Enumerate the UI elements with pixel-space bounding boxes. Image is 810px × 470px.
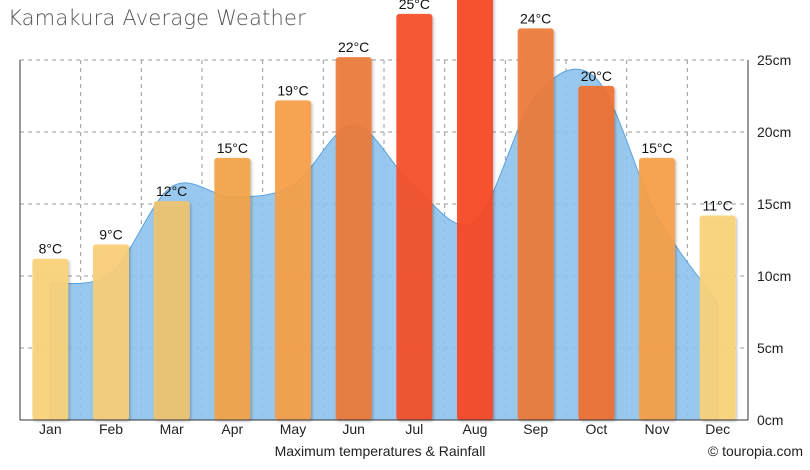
value-label-jun: 22°C [338, 39, 369, 55]
y-tick-label: 20cm [757, 124, 791, 140]
rainfall-area [49, 68, 719, 421]
y-tick-label: 5cm [757, 340, 783, 356]
value-label-jul: 25°C [399, 0, 430, 12]
bar-jan [32, 258, 69, 420]
value-label-mar: 12°C [156, 183, 187, 199]
x-tick-label: Jun [342, 421, 365, 437]
bar-may [275, 100, 311, 420]
x-tick-label: Feb [99, 421, 123, 437]
value-labels: 8°C9°C12°C15°C19°C22°C25°C27°C24°C20°C15… [39, 0, 733, 257]
bar-apr [214, 157, 251, 421]
tick-labels: Jan Feb Mar Apr May Jun Jul Aug Sep Oct Nov Dec 0cm 5… [39, 52, 791, 437]
x-tick-label: Jan [39, 421, 62, 437]
axes [19, 60, 749, 421]
value-label-dec: 11°C [703, 198, 733, 214]
y-tick-label: 10cm [757, 268, 791, 284]
credit-text: © touropia.com [708, 443, 803, 459]
x-axis-label: Maximum temperatures & Rainfall [275, 443, 486, 459]
bar-jul [396, 13, 433, 420]
x-tick-label: Jul [405, 421, 423, 437]
x-tick-label: Sep [523, 421, 548, 437]
x-tick-label: Dec [705, 421, 730, 437]
x-tick-label: Oct [585, 421, 607, 437]
chart-title: Kamakura Average Weather [8, 6, 307, 30]
temperature-bars [32, 0, 736, 421]
x-tick-label: May [280, 421, 306, 437]
value-label-nov: 15°C [641, 140, 672, 156]
bar-oct [578, 85, 615, 421]
x-tick-label: Aug [463, 421, 488, 437]
value-label-may: 19°C [277, 82, 308, 98]
rainfall-area-path [49, 68, 719, 421]
x-tick-label: Nov [645, 421, 670, 437]
value-label-oct: 20°C [581, 68, 612, 84]
y-tick-label: 25cm [757, 52, 791, 68]
x-tick-label: Mar [160, 421, 184, 437]
y-tick-label: 15cm [757, 196, 791, 212]
value-label-apr: 15°C [217, 140, 248, 156]
bar-dec [699, 215, 736, 420]
bar-sep [517, 28, 554, 420]
value-label-sep: 24°C [520, 10, 551, 26]
x-tick-label: Apr [221, 421, 243, 437]
bar-jun [335, 57, 372, 421]
bar-feb [93, 244, 129, 420]
value-label-jan: 8°C [39, 241, 63, 257]
bar-mar [153, 201, 190, 420]
y-tick-label: 0cm [757, 412, 783, 428]
value-label-feb: 9°C [99, 226, 123, 242]
bar-nov [639, 157, 675, 421]
bar-aug [457, 0, 493, 420]
